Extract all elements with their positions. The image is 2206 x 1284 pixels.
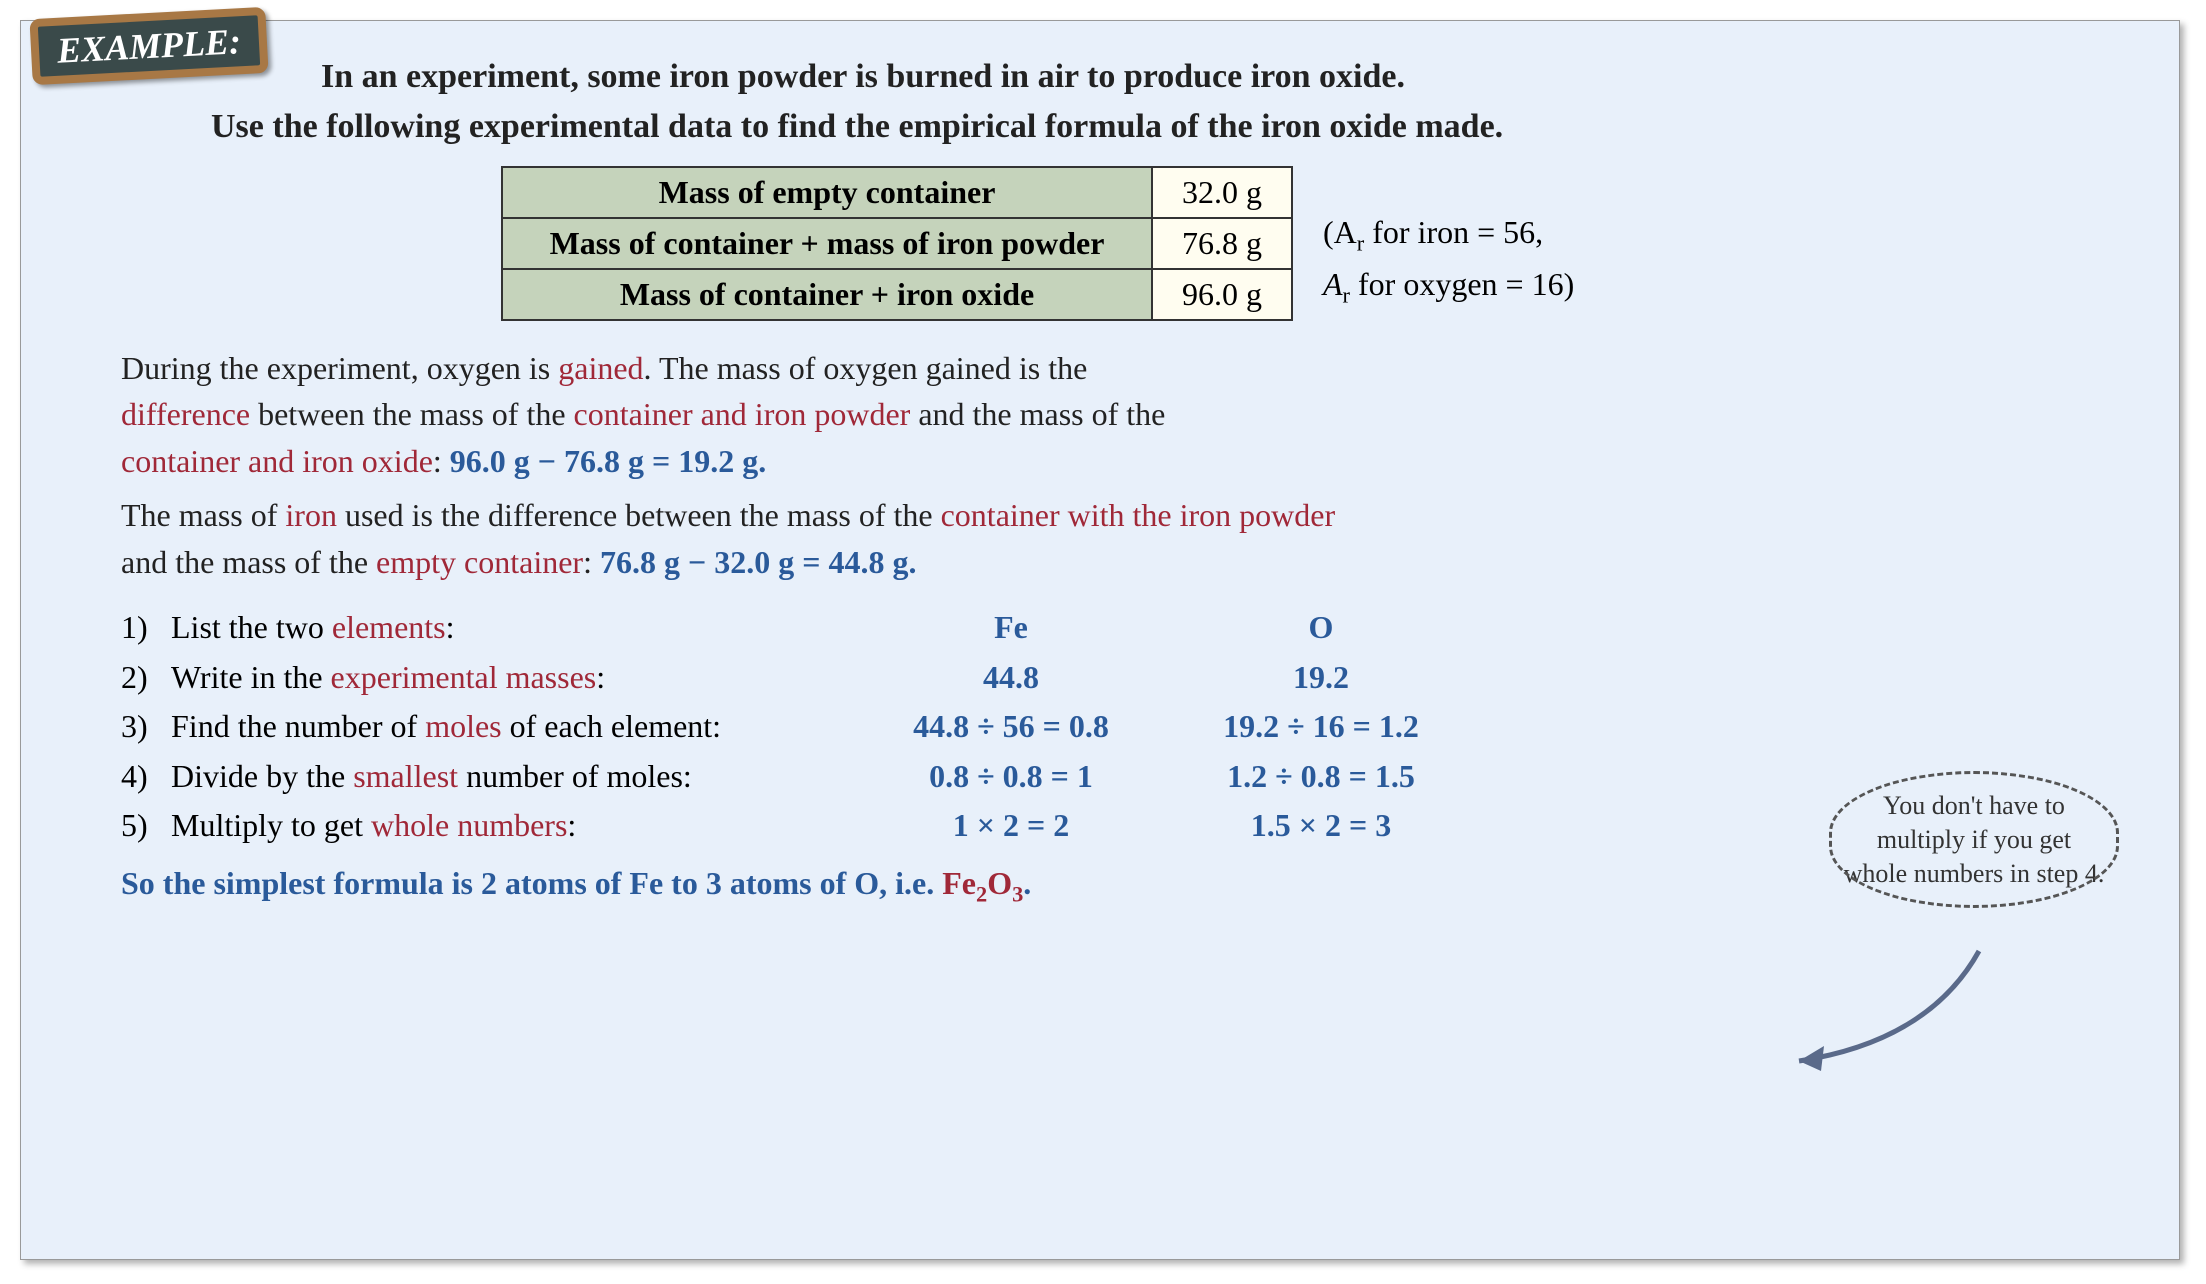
text: of each element: (502, 708, 721, 744)
step-value-o: 1.2 ÷ 0.8 = 1.5 (1171, 752, 1471, 802)
step-label: Find the number of moles of each element… (171, 702, 851, 752)
text: : (596, 659, 605, 695)
table-row: Mass of container + iron oxide 96.0 g (502, 269, 1292, 320)
step-label: Multiply to get whole numbers: (171, 801, 851, 851)
text-red: gained (558, 350, 643, 386)
step-value-o: 1.5 × 2 = 3 (1171, 801, 1471, 851)
formula: Fe2O3 (942, 865, 1023, 901)
text: : (446, 609, 455, 645)
text: Find the number of (171, 708, 425, 744)
table-label: Mass of container + mass of iron powder (502, 218, 1152, 269)
ar-line1-pre: (A (1323, 214, 1357, 250)
text: between the mass of the (250, 396, 573, 432)
step-label: Divide by the smallest number of moles: (171, 752, 851, 802)
step-num: 2) (121, 653, 171, 703)
text: Divide by the (171, 758, 353, 794)
text: and the mass of the (121, 544, 376, 580)
text: Write in the (171, 659, 331, 695)
period: . (1023, 865, 1031, 901)
data-table: Mass of empty container 32.0 g Mass of c… (501, 166, 1293, 321)
text: used is the difference between the mass … (337, 497, 941, 533)
table-value: 76.8 g (1152, 218, 1292, 269)
explanation-p2: The mass of iron used is the difference … (121, 492, 2139, 585)
calc-text: 96.0 g − 76.8 g = 19.2 g. (450, 443, 766, 479)
step-row: 2) Write in the experimental masses: 44.… (121, 653, 2139, 703)
text: List the two (171, 609, 332, 645)
calc-text: 76.8 g − 32.0 g = 44.8 g. (600, 544, 916, 580)
table-value: 96.0 g (1152, 269, 1292, 320)
conclusion-text: So the simplest formula is 2 atoms of Fe… (121, 865, 942, 901)
text: The mass of (121, 497, 285, 533)
step-value-fe: Fe (851, 603, 1171, 653)
ar-line1-post: for iron = 56, (1364, 214, 1543, 250)
question-line-1: In an experiment, some iron powder is bu… (321, 51, 2139, 102)
step-num: 1) (121, 603, 171, 653)
text-red: container and iron powder (574, 396, 911, 432)
table-label: Mass of container + iron oxide (502, 269, 1152, 320)
text-red: moles (425, 708, 501, 744)
data-row: Mass of empty container 32.0 g Mass of c… (501, 166, 2139, 321)
step-row: 1) List the two elements: Fe O (121, 603, 2139, 653)
step-value-fe: 44.8 ÷ 56 = 0.8 (851, 702, 1171, 752)
text-red: iron (285, 497, 337, 533)
table-value: 32.0 g (1152, 167, 1292, 218)
text-red: elements (332, 609, 446, 645)
step-value-o: 19.2 (1171, 653, 1471, 703)
step-label: List the two elements: (171, 603, 851, 653)
text-red: container and iron oxide (121, 443, 433, 479)
text: number of moles: (458, 758, 692, 794)
note-bubble: You don't have to multiply if you get wh… (1829, 771, 2119, 908)
table-row: Mass of empty container 32.0 g (502, 167, 1292, 218)
ar-line2-pre: A (1323, 266, 1343, 302)
text-red: experimental masses (331, 659, 597, 695)
table-row: Mass of container + mass of iron powder … (502, 218, 1292, 269)
text: : (433, 443, 450, 479)
text-red: empty container (376, 544, 583, 580)
text-red: difference (121, 396, 250, 432)
step-num: 4) (121, 752, 171, 802)
text: : (567, 807, 576, 843)
example-tag: EXAMPLE: (29, 7, 268, 85)
ar-note: (Ar for iron = 56, Ar for oxygen = 16) (1323, 208, 1574, 312)
step-value-fe: 0.8 ÷ 0.8 = 1 (851, 752, 1171, 802)
explanation-p1: During the experiment, oxygen is gained.… (121, 345, 2139, 484)
text-red: container with the iron powder (941, 497, 1336, 533)
question-line-2: Use the following experimental data to f… (211, 108, 2139, 146)
formula-part: O (987, 865, 1012, 901)
step-label: Write in the experimental masses: (171, 653, 851, 703)
text-red: whole numbers (371, 807, 567, 843)
step-value-o: O (1171, 603, 1471, 653)
step-num: 3) (121, 702, 171, 752)
formula-sub: 3 (1012, 881, 1023, 906)
formula-sub: 2 (976, 881, 987, 906)
text: and the mass of the (910, 396, 1165, 432)
step-value-o: 19.2 ÷ 16 = 1.2 (1171, 702, 1471, 752)
step-value-fe: 1 × 2 = 2 (851, 801, 1171, 851)
step-value-fe: 44.8 (851, 653, 1171, 703)
ar-sub: r (1343, 282, 1350, 307)
example-container: EXAMPLE: In an experiment, some iron pow… (20, 20, 2180, 1260)
ar-line2-post: for oxygen = 16) (1350, 266, 1574, 302)
formula-part: Fe (942, 865, 976, 901)
text: During the experiment, oxygen is (121, 350, 558, 386)
table-label: Mass of empty container (502, 167, 1152, 218)
text: Multiply to get (171, 807, 371, 843)
text-red: smallest (353, 758, 458, 794)
text: : (583, 544, 600, 580)
step-num: 5) (121, 801, 171, 851)
text: . The mass of oxygen gained is the (644, 350, 1088, 386)
arrow-icon (1779, 941, 1999, 1081)
step-row: 3) Find the number of moles of each elem… (121, 702, 2139, 752)
